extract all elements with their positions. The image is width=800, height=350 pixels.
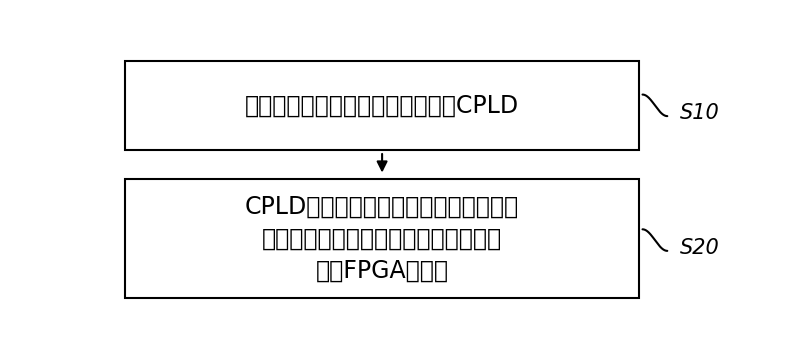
Text: S10: S10 <box>680 103 719 124</box>
FancyBboxPatch shape <box>125 61 639 150</box>
Text: S20: S20 <box>680 238 719 258</box>
Text: CPLD将压缩后的配置文件还原后产生相
应的配置时钟以及配置控制信号线，以
完成FPGA的加载: CPLD将压缩后的配置文件还原后产生相 应的配置时钟以及配置控制信号线，以 完成… <box>245 195 519 282</box>
Text: 处理器将压缩后的配置文件传送给CPLD: 处理器将压缩后的配置文件传送给CPLD <box>245 93 519 117</box>
FancyBboxPatch shape <box>125 180 639 298</box>
